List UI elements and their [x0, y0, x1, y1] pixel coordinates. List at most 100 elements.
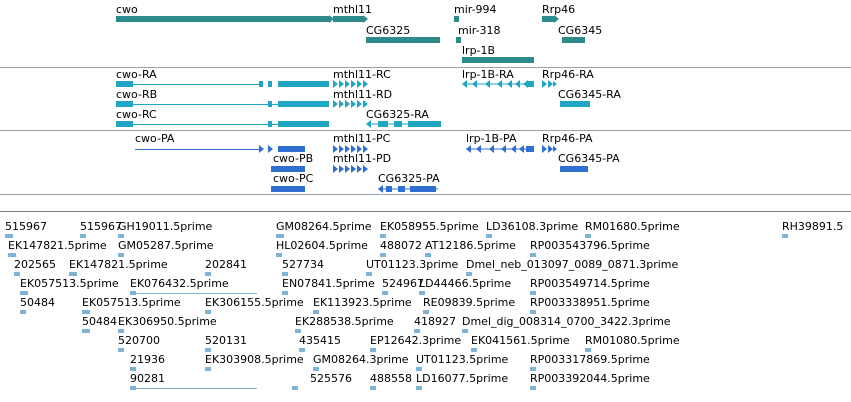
- est-label[interactable]: Dmel_neb_013097_0089_0871.3prime: [466, 258, 679, 271]
- gene-feature-rrp46[interactable]: [542, 16, 554, 22]
- est-label[interactable]: RP003317869.5prime: [530, 353, 650, 366]
- est-feature[interactable]: [8, 253, 16, 257]
- est-label[interactable]: 527734: [282, 258, 324, 271]
- est-label[interactable]: EK147821.5prime: [8, 239, 107, 252]
- est-feature[interactable]: [416, 367, 422, 371]
- transcript-exon[interactable]: [116, 101, 133, 107]
- est-label[interactable]: LD36108.3prime: [486, 220, 579, 233]
- transcript-feature-cg6325-ra[interactable]: [366, 120, 441, 128]
- protein-feature-cg6325-pa[interactable]: [378, 185, 438, 193]
- transcript-exon[interactable]: [116, 121, 133, 127]
- gene-feature-lrp-1b[interactable]: [462, 57, 534, 63]
- est-feature[interactable]: [69, 272, 77, 276]
- est-label[interactable]: UT01123.3prime: [366, 258, 459, 271]
- est-label[interactable]: RP003549714.5prime: [530, 277, 650, 290]
- protein-feature-rrp46-pa[interactable]: [542, 145, 558, 153]
- est-feature[interactable]: [5, 234, 13, 238]
- est-feature[interactable]: [118, 329, 124, 333]
- est-feature[interactable]: [585, 234, 591, 238]
- est-feature[interactable]: [414, 329, 420, 333]
- est-feature[interactable]: [366, 272, 372, 276]
- est-label[interactable]: LD44466.5prime: [419, 277, 512, 290]
- est-feature[interactable]: [782, 234, 788, 238]
- est-feature[interactable]: [130, 367, 136, 371]
- protein-feature-mthl11-pc[interactable]: [333, 145, 371, 153]
- est-label[interactable]: 435415: [299, 334, 341, 347]
- est-feature[interactable]: [20, 310, 26, 314]
- est-feature[interactable]: [370, 386, 376, 390]
- est-feature[interactable]: [14, 272, 20, 276]
- est-label[interactable]: EN07841.5prime: [282, 277, 375, 290]
- gene-feature-mir-994[interactable]: [454, 16, 459, 22]
- est-feature[interactable]: [118, 253, 124, 257]
- est-feature[interactable]: [205, 367, 211, 371]
- est-feature[interactable]: [585, 348, 591, 352]
- est-label[interactable]: 202841: [205, 258, 247, 271]
- est-feature[interactable]: [380, 253, 386, 257]
- protein-feature-lrp-1b-pa[interactable]: [466, 145, 534, 153]
- est-label[interactable]: 202565: [14, 258, 56, 271]
- est-feature[interactable]: [313, 310, 319, 314]
- est-label[interactable]: UT01123.5prime: [416, 353, 509, 366]
- est-label[interactable]: 525576: [310, 372, 352, 385]
- est-label[interactable]: 515967: [5, 220, 47, 233]
- est-feature[interactable]: [419, 291, 425, 295]
- gene-feature-mthl11[interactable]: [333, 16, 363, 22]
- est-label[interactable]: EK057513.5prime: [20, 277, 119, 290]
- est-feature[interactable]: [130, 291, 136, 295]
- est-feature[interactable]: [380, 234, 386, 238]
- est-label[interactable]: RP003392044.5prime: [530, 372, 650, 385]
- est-label[interactable]: EK057513.5prime: [82, 296, 181, 309]
- est-label[interactable]: GM05287.5prime: [118, 239, 214, 252]
- est-label[interactable]: EK306950.5prime: [118, 315, 217, 328]
- protein-feature-mthl11-pd[interactable]: [333, 165, 371, 173]
- est-label[interactable]: EK306155.5prime: [205, 296, 304, 309]
- est-feature[interactable]: [205, 348, 211, 352]
- est-label[interactable]: 90281: [130, 372, 165, 385]
- transcript-exon[interactable]: [278, 81, 329, 87]
- est-label[interactable]: 520131: [205, 334, 247, 347]
- est-feature[interactable]: [530, 386, 536, 390]
- est-label[interactable]: EK076432.5prime: [130, 277, 229, 290]
- est-label[interactable]: EK058955.5prime: [380, 220, 479, 233]
- est-feature[interactable]: [292, 386, 298, 390]
- est-feature[interactable]: [486, 234, 492, 238]
- est-label[interactable]: EP12642.3prime: [370, 334, 462, 347]
- est-label[interactable]: EK303908.5prime: [205, 353, 304, 366]
- est-label[interactable]: LD16077.5prime: [416, 372, 509, 385]
- est-label[interactable]: RM01680.5prime: [585, 220, 680, 233]
- est-label[interactable]: GM08264.3prime: [313, 353, 409, 366]
- est-label[interactable]: 520700: [118, 334, 160, 347]
- est-label[interactable]: EK288538.5prime: [295, 315, 394, 328]
- est-feature[interactable]: [20, 291, 28, 295]
- est-feature[interactable]: [118, 348, 124, 352]
- est-feature[interactable]: [299, 348, 305, 352]
- est-feature[interactable]: [530, 310, 536, 314]
- protein-feature-cwo-pa[interactable]: [278, 146, 305, 152]
- est-label[interactable]: RP003338951.5prime: [530, 296, 650, 309]
- est-label[interactable]: 488072: [380, 239, 422, 252]
- est-label[interactable]: RM01080.5prime: [585, 334, 680, 347]
- transcript-feature-cg6345-ra[interactable]: [560, 101, 590, 107]
- est-feature[interactable]: [205, 310, 211, 314]
- protein-feature-cg6345-pa[interactable]: [560, 166, 588, 172]
- est-feature[interactable]: [530, 253, 536, 257]
- est-feature[interactable]: [80, 234, 86, 238]
- est-feature[interactable]: [130, 386, 136, 390]
- gene-feature-cg6345[interactable]: [562, 37, 585, 43]
- est-feature[interactable]: [276, 234, 284, 238]
- est-label[interactable]: RH39891.5: [782, 220, 844, 233]
- est-feature[interactable]: [295, 329, 301, 333]
- est-feature[interactable]: [118, 234, 124, 238]
- transcript-exon[interactable]: [278, 101, 329, 107]
- est-label[interactable]: 488558: [370, 372, 412, 385]
- est-feature[interactable]: [313, 367, 319, 371]
- est-label[interactable]: GM08264.5prime: [276, 220, 372, 233]
- est-label[interactable]: HL02604.5prime: [276, 239, 368, 252]
- gene-feature-mir-318[interactable]: [456, 37, 461, 43]
- transcript-exon[interactable]: [116, 81, 133, 87]
- est-feature[interactable]: [82, 310, 90, 314]
- est-label[interactable]: 50484: [20, 296, 55, 309]
- transcript-feature-mthl11-rc[interactable]: [333, 80, 371, 88]
- transcript-exon[interactable]: [268, 101, 272, 107]
